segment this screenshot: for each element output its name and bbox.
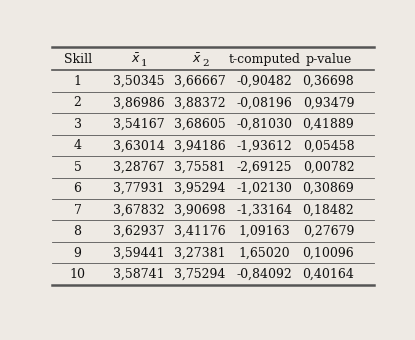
Text: 2: 2	[74, 96, 81, 109]
Text: 0,18482: 0,18482	[303, 204, 354, 217]
Text: Skill: Skill	[63, 53, 92, 66]
Text: t-computed: t-computed	[228, 53, 300, 66]
Text: 3: 3	[73, 118, 82, 131]
Text: 3,77931: 3,77931	[113, 182, 164, 195]
Text: 3,50345: 3,50345	[113, 75, 164, 88]
Text: 1: 1	[73, 75, 82, 88]
Text: 2: 2	[202, 59, 209, 68]
Text: 3,41176: 3,41176	[174, 225, 226, 238]
Text: 3,27381: 3,27381	[174, 246, 226, 260]
Text: -2,69125: -2,69125	[237, 161, 292, 174]
Text: -0,81030: -0,81030	[236, 118, 292, 131]
Text: 0,10096: 0,10096	[303, 246, 354, 260]
Text: 0,30869: 0,30869	[303, 182, 354, 195]
Text: 4: 4	[73, 139, 82, 152]
Text: 3,94186: 3,94186	[174, 139, 226, 152]
Text: 3,68605: 3,68605	[174, 118, 226, 131]
Text: -0,90482: -0,90482	[236, 75, 292, 88]
Text: 0,41889: 0,41889	[303, 118, 354, 131]
Text: 0,27679: 0,27679	[303, 225, 354, 238]
Text: -0,08196: -0,08196	[236, 96, 292, 109]
Text: 3,28767: 3,28767	[113, 161, 164, 174]
Text: 1: 1	[141, 59, 148, 68]
Text: 0,00782: 0,00782	[303, 161, 354, 174]
Text: 7: 7	[74, 204, 81, 217]
Text: 1,65020: 1,65020	[238, 246, 290, 260]
Text: -1,33164: -1,33164	[236, 204, 292, 217]
Text: $\bar{x}$: $\bar{x}$	[192, 52, 202, 66]
Text: 10: 10	[70, 268, 85, 281]
Text: -1,93612: -1,93612	[236, 139, 292, 152]
Text: 3,54167: 3,54167	[113, 118, 164, 131]
Text: 8: 8	[73, 225, 82, 238]
Text: 0,05458: 0,05458	[303, 139, 354, 152]
Text: -1,02130: -1,02130	[236, 182, 292, 195]
Text: 3,75581: 3,75581	[174, 161, 226, 174]
Text: 3,88372: 3,88372	[174, 96, 226, 109]
Text: $\bar{x}$: $\bar{x}$	[131, 52, 140, 66]
Text: 0,93479: 0,93479	[303, 96, 354, 109]
Text: 3,58741: 3,58741	[113, 268, 164, 281]
Text: 9: 9	[74, 246, 81, 260]
Text: 3,62937: 3,62937	[113, 225, 164, 238]
Text: 3,90698: 3,90698	[174, 204, 226, 217]
Text: 0,36698: 0,36698	[303, 75, 354, 88]
Text: -0,84092: -0,84092	[236, 268, 292, 281]
Text: 1,09163: 1,09163	[238, 225, 290, 238]
Text: p-value: p-value	[305, 53, 352, 66]
Text: 3,95294: 3,95294	[174, 182, 225, 195]
Text: 3,86986: 3,86986	[113, 96, 165, 109]
Text: 3,75294: 3,75294	[174, 268, 225, 281]
Text: 3,63014: 3,63014	[113, 139, 165, 152]
Text: 3,59441: 3,59441	[113, 246, 164, 260]
Text: 3,66667: 3,66667	[174, 75, 226, 88]
Text: 0,40164: 0,40164	[303, 268, 354, 281]
Text: 6: 6	[73, 182, 82, 195]
Text: 5: 5	[74, 161, 81, 174]
Text: 3,67832: 3,67832	[113, 204, 164, 217]
